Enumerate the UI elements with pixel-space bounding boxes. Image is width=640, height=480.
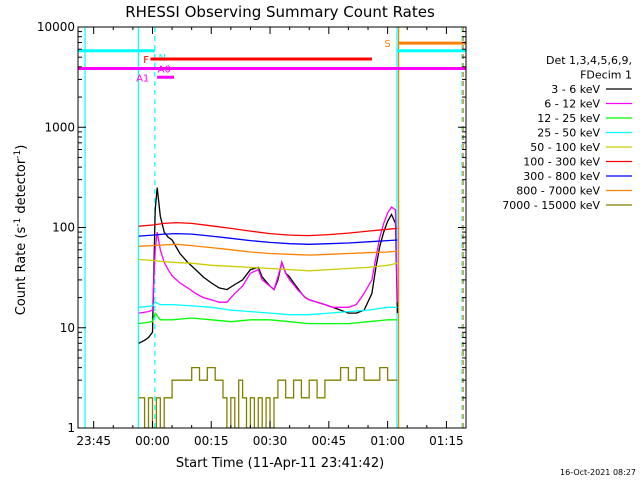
- x-tick-label: 01:00: [370, 434, 405, 448]
- x-axis-label: Start Time (11-Apr-11 23:41:42): [176, 456, 384, 471]
- legend-entry-label: 3 - 6 keV: [551, 83, 600, 96]
- y-axis-label: Count Rate (s-1 detector-1): [13, 145, 29, 316]
- series-line: [138, 311, 398, 325]
- legend-entry-label: 800 - 7000 keV: [516, 185, 600, 198]
- flag-label: F: [143, 55, 149, 66]
- timestamp: 16-Oct-2021 08:27: [560, 468, 636, 477]
- time-markers: [84, 27, 464, 428]
- chart-title: RHESSI Observing Summary Count Rates: [125, 3, 435, 21]
- legend-entry-label: 12 - 25 keV: [537, 112, 600, 125]
- legend-entry-label: 100 - 300 keV: [523, 156, 600, 169]
- x-tick-label: 00:15: [194, 434, 229, 448]
- y-axis-ticks: 1 10 100 1000 10000: [37, 20, 466, 435]
- flag-label: S: [384, 39, 390, 50]
- flag-label: A1: [136, 73, 149, 84]
- series-line: [138, 243, 398, 256]
- y-tick-label: 100: [52, 221, 75, 235]
- legend-header: FDecim 1: [580, 69, 632, 82]
- legend-entry-label: 7000 - 15000 keV: [502, 199, 600, 212]
- x-axis-ticks: 23:45 00:00 00:15 00:30 00:45 01:00 01:15: [76, 27, 464, 448]
- series-line: [138, 258, 398, 272]
- x-tick-label: 00:30: [253, 434, 288, 448]
- y-tick-label: 10000: [37, 20, 75, 34]
- y-tick-label: 1: [67, 421, 75, 435]
- x-tick-label: 01:15: [429, 434, 464, 448]
- y-tick-label: 1000: [44, 120, 75, 134]
- flag-label: A0: [158, 65, 171, 76]
- legend: Det 1,3,4,5,6,9, FDecim 13 - 6 keV 6 - 12 …: [502, 54, 632, 212]
- series-line: [138, 221, 398, 237]
- y-tick-label: 10: [60, 321, 75, 335]
- x-tick-label: 00:00: [135, 434, 170, 448]
- flag-bars: NSFA0A1: [78, 39, 466, 84]
- legend-entry-label: 50 - 100 keV: [530, 141, 600, 154]
- x-tick-label: 23:45: [76, 434, 111, 448]
- legend-header: Det 1,3,4,5,6,9,: [546, 54, 632, 67]
- series-line: [138, 301, 398, 316]
- series-line: [138, 366, 398, 428]
- legend-entry-label: 25 - 50 keV: [537, 127, 600, 140]
- legend-entry-label: 6 - 12 keV: [544, 98, 600, 111]
- series-lines: [138, 187, 399, 428]
- x-tick-label: 00:45: [312, 434, 347, 448]
- legend-entry-label: 300 - 800 keV: [523, 170, 600, 183]
- series-line: [138, 206, 399, 314]
- series-line: [138, 232, 398, 245]
- plot-frame: [77, 26, 467, 429]
